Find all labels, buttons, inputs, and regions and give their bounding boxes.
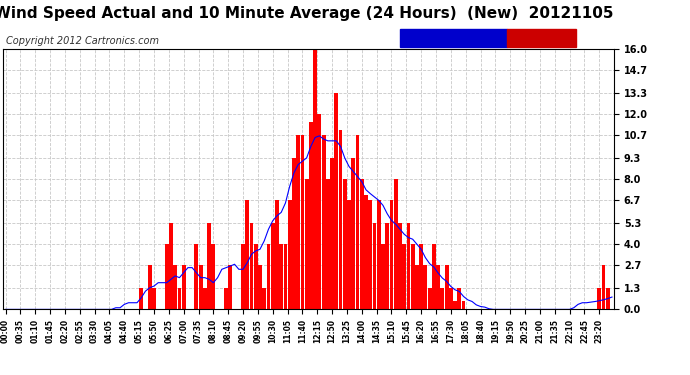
Bar [279,244,283,309]
Bar [177,288,181,309]
Bar [449,288,453,309]
Bar [199,266,203,309]
Bar [462,301,466,309]
Bar [385,223,389,309]
Bar [250,223,253,309]
Bar [270,223,275,309]
Bar [453,301,457,309]
Bar [420,244,423,309]
Bar [207,223,211,309]
Bar [390,200,393,309]
Text: 10 Min Avg (mph): 10 Min Avg (mph) [403,33,493,42]
Bar [335,93,338,309]
Bar [254,244,257,309]
Bar [139,288,144,309]
Bar [173,266,177,309]
Bar [309,122,313,309]
Bar [424,266,427,309]
Bar [322,135,326,309]
Bar [364,195,368,309]
Bar [602,266,605,309]
Bar [415,266,419,309]
Bar [258,266,262,309]
Bar [211,244,215,309]
Bar [373,223,377,309]
Bar [351,158,355,309]
Bar [181,266,186,309]
Bar [440,288,444,309]
Bar [406,223,411,309]
Bar [195,244,198,309]
Bar [266,244,270,309]
Bar [444,266,448,309]
Bar [606,288,610,309]
Bar [262,288,266,309]
Bar [411,244,415,309]
Bar [301,135,304,309]
Bar [432,244,436,309]
Bar [368,200,372,309]
Bar [292,158,296,309]
Bar [305,179,308,309]
Bar [402,244,406,309]
Bar [241,244,245,309]
Bar [296,135,300,309]
Bar [343,179,347,309]
Bar [288,200,292,309]
Bar [331,158,334,309]
Bar [377,200,381,309]
Bar [148,266,152,309]
Bar [246,200,249,309]
Bar [169,223,173,309]
Bar [228,266,233,309]
Text: Copyright 2012 Cartronics.com: Copyright 2012 Cartronics.com [6,36,159,46]
Bar [347,200,351,309]
Bar [598,288,601,309]
Text: Wind Speed Actual and 10 Minute Average (24 Hours)  (New)  20121105: Wind Speed Actual and 10 Minute Average … [0,6,613,21]
Bar [355,135,359,309]
Bar [152,288,156,309]
Bar [339,130,342,309]
Bar [284,244,287,309]
Bar [394,179,397,309]
Bar [457,288,461,309]
Bar [326,179,330,309]
Bar [436,266,440,309]
Bar [317,114,322,309]
Bar [275,200,279,309]
Bar [224,288,228,309]
Bar [165,244,168,309]
Text: Wind (mph): Wind (mph) [510,33,569,42]
Bar [203,288,207,309]
Bar [428,288,431,309]
Bar [360,179,364,309]
Bar [398,223,402,309]
Bar [313,49,317,309]
Bar [381,244,385,309]
